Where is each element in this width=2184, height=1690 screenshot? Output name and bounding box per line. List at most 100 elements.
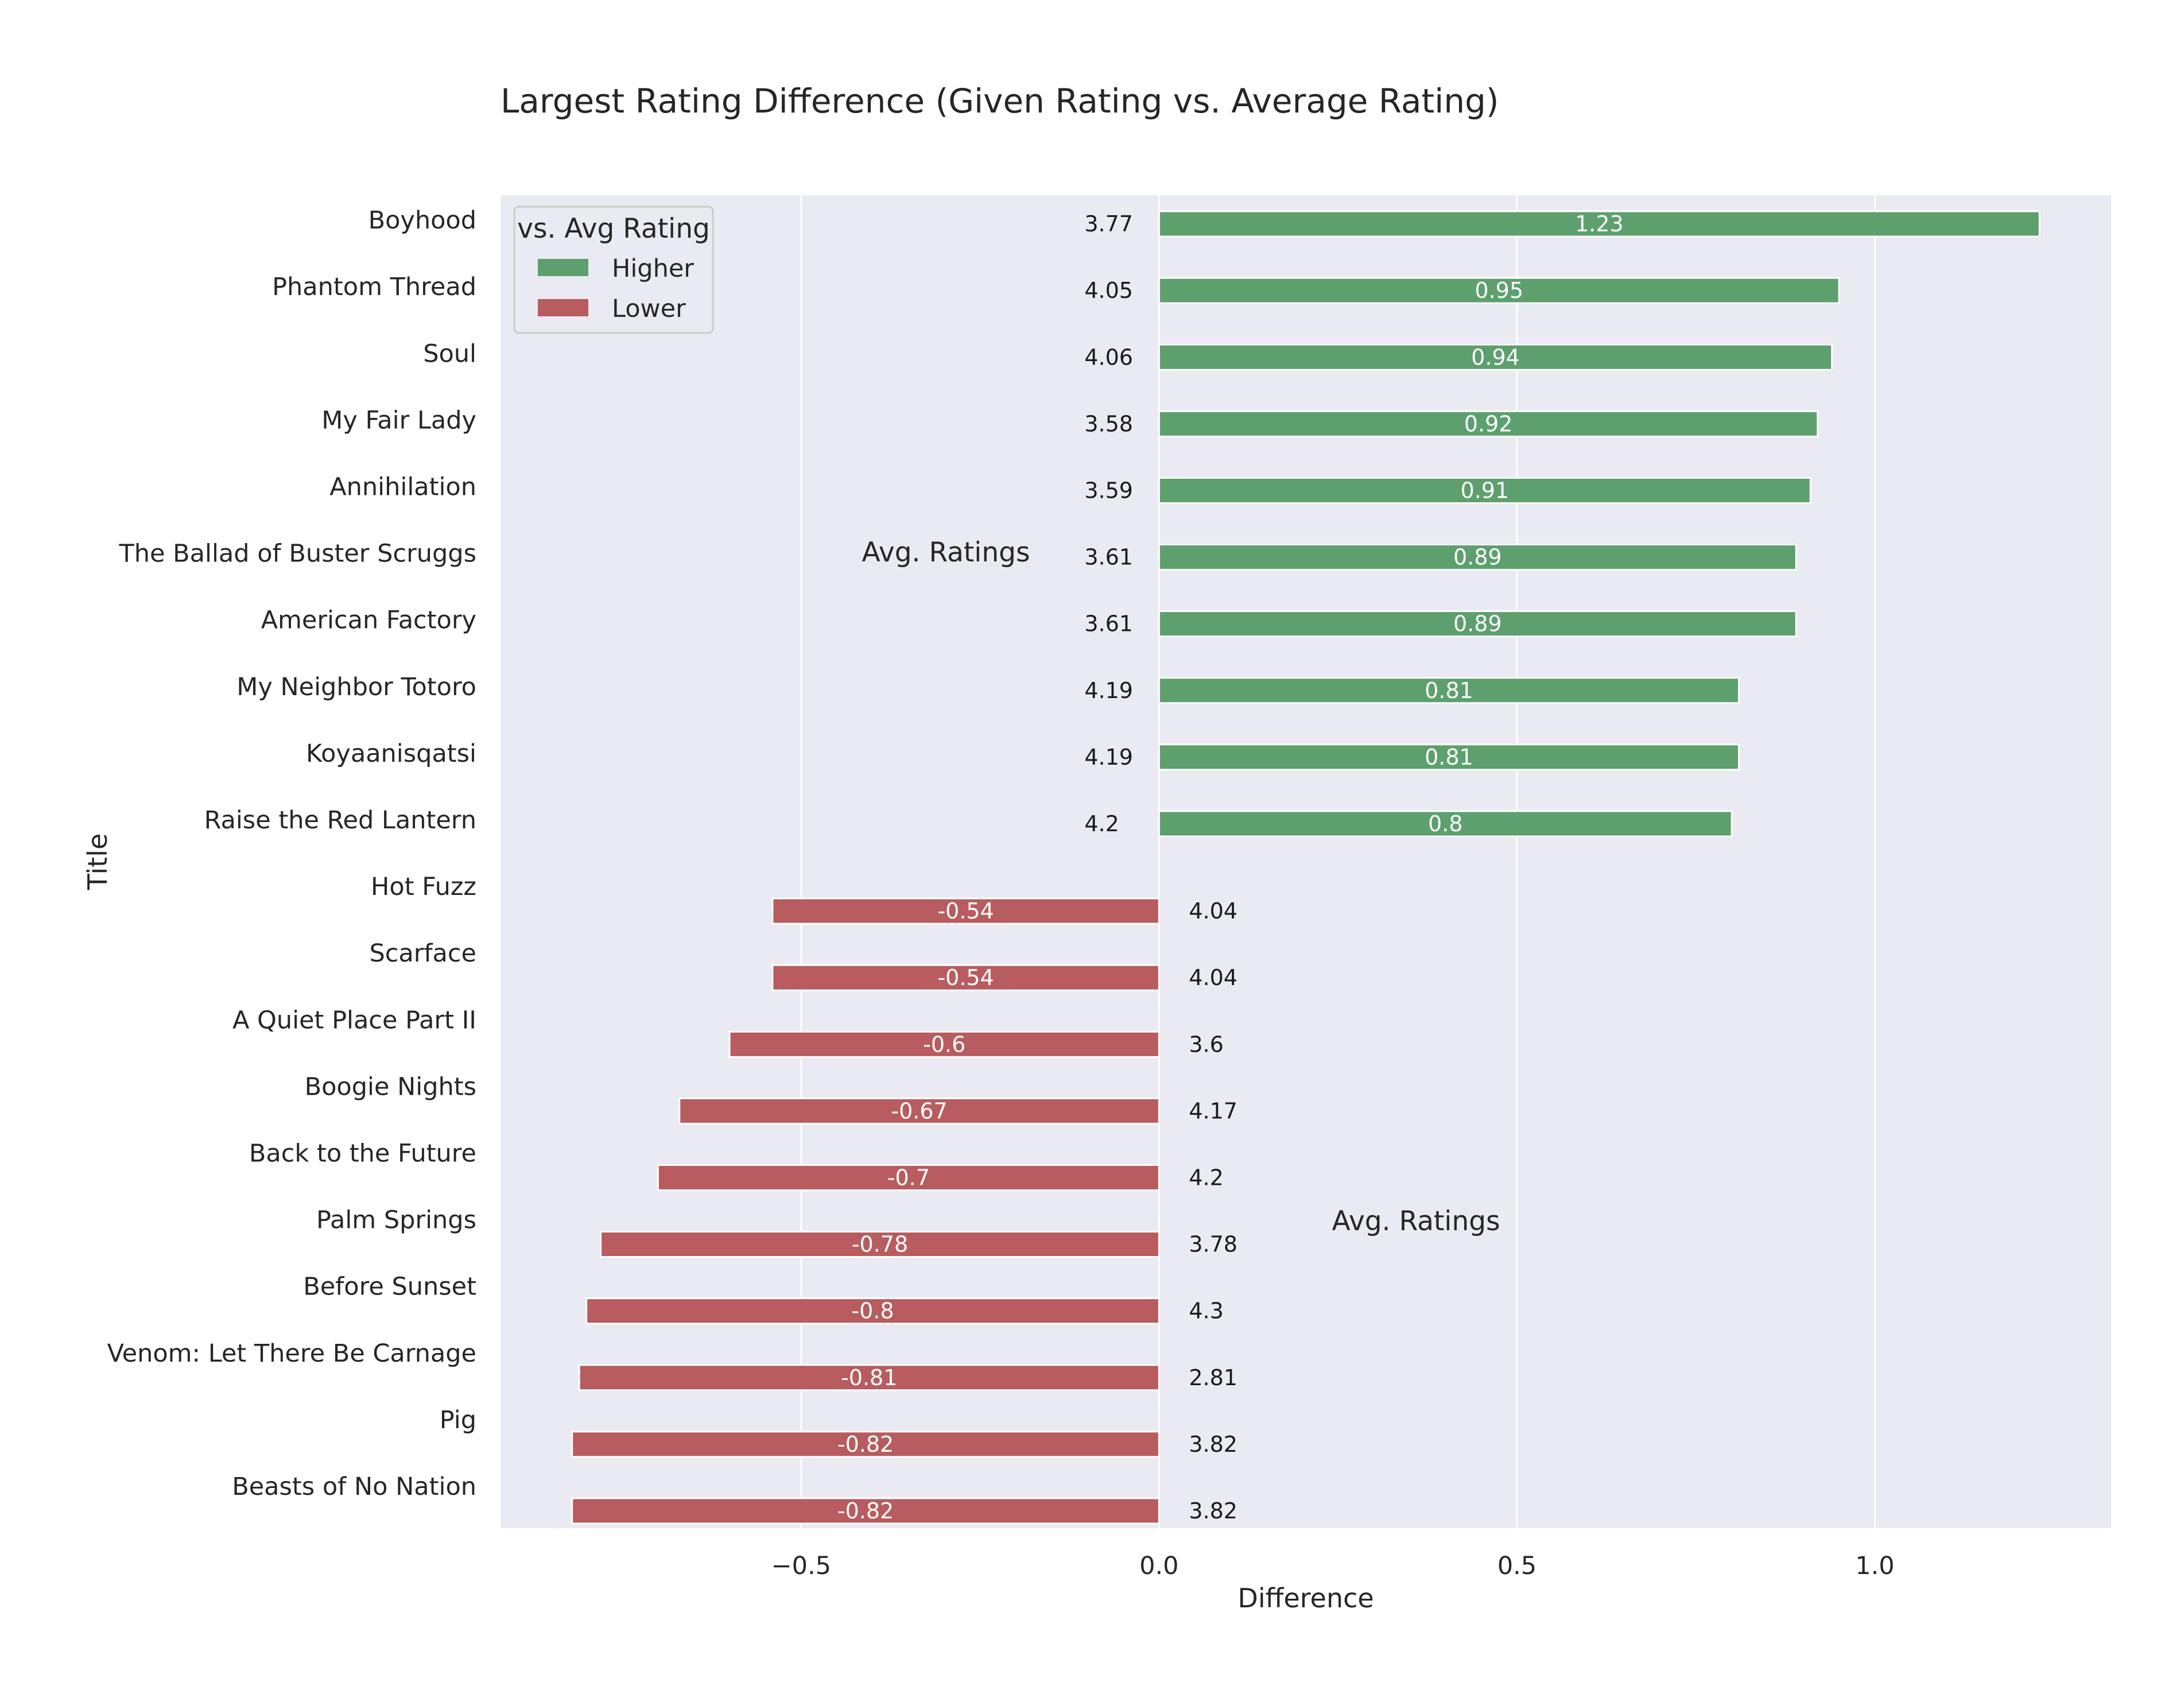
bar-value-label: 0.95 [1475, 278, 1523, 303]
y-tick-label: Pig [440, 1406, 476, 1435]
bar-value-label: -0.81 [841, 1365, 897, 1390]
bar-value-label: 0.89 [1453, 611, 1502, 637]
chart-title: Largest Rating Difference (Given Rating … [501, 82, 1499, 121]
avg-rating-label: 4.06 [1084, 344, 1133, 370]
avg-rating-label: 4.04 [1189, 898, 1238, 924]
bar-higher [1158, 410, 1819, 437]
y-tick-label: Palm Springs [316, 1206, 476, 1235]
bar-value-label: 0.92 [1464, 411, 1513, 436]
bar-lower [657, 1164, 1160, 1191]
avg-rating-label: 3.61 [1084, 611, 1133, 637]
y-tick-label: Raise the Red Lantern [204, 806, 476, 835]
bar-value-label: 0.91 [1460, 478, 1509, 503]
avg-rating-label: 3.82 [1189, 1432, 1238, 1457]
y-tick-label: Scarface [369, 939, 476, 968]
avg-rating-label: 4.3 [1189, 1298, 1223, 1324]
bar-value-label: 0.8 [1428, 811, 1463, 836]
y-tick-label: Koyaanisqatsi [306, 739, 476, 768]
x-tick-label: 1.0 [1855, 1552, 1894, 1580]
avg-rating-label: 4.04 [1189, 965, 1238, 990]
x-tick-label: −0.5 [771, 1552, 831, 1580]
y-tick-labels: Boyhood Phantom Thread Soul My Fair Lady Ann… [107, 206, 476, 1501]
legend-label-lower: Lower [612, 294, 686, 323]
legend: vs. Avg Rating Higher Lower [513, 206, 714, 334]
bar-value-label: -0.78 [852, 1232, 908, 1257]
bar-value-label: -0.8 [851, 1298, 894, 1324]
avg-rating-label: 4.2 [1189, 1165, 1223, 1190]
avg-rating-label: 4.17 [1189, 1098, 1238, 1123]
y-tick-label: Beasts of No Nation [232, 1472, 476, 1501]
bar-value-label: -0.82 [837, 1498, 894, 1524]
bar-value-label: -0.67 [891, 1098, 947, 1123]
bar-lower [771, 897, 1160, 925]
legend-swatch-lower [538, 299, 588, 316]
bar-lower [600, 1231, 1160, 1258]
bar-lower [771, 964, 1160, 991]
labels-layer: 1.23 3.77 0.95 4.05 0.94 4.06 0.92 3.58 0.91 3.59… [837, 211, 1624, 1524]
y-tick-label: The Ballad of Buster Scruggs [119, 540, 477, 568]
bar-value-label: 1.23 [1575, 211, 1624, 237]
avg-rating-label: 3.78 [1189, 1232, 1238, 1257]
bars-layer [571, 210, 2041, 1525]
bar-value-label: 0.94 [1471, 344, 1520, 370]
y-tick-label: Before Sunset [303, 1273, 476, 1301]
avg-rating-label: 4.2 [1084, 811, 1119, 836]
bar-higher [1158, 743, 1740, 771]
legend-label-higher: Higher [612, 254, 694, 283]
bar-higher [1158, 810, 1733, 838]
bar-value-label: -0.7 [887, 1165, 930, 1190]
bar-lower [678, 1097, 1160, 1125]
y-tick-label: My Neighbor Totoro [236, 673, 476, 701]
bar-higher [1158, 476, 1811, 504]
bar-value-label: -0.54 [937, 898, 994, 924]
bar-value-label: 0.81 [1425, 745, 1473, 770]
y-tick-label: Boyhood [368, 206, 476, 235]
avg-rating-label: 3.77 [1084, 211, 1133, 237]
plot-area [501, 195, 2111, 1528]
bar-value-label: 0.81 [1425, 678, 1473, 703]
avg-rating-label: 3.6 [1189, 1032, 1223, 1057]
y-tick-label: Phantom Thread [272, 273, 476, 301]
bar-lower [571, 1431, 1160, 1458]
bar-higher [1158, 210, 2041, 238]
bar-value-label: -0.6 [923, 1032, 965, 1057]
avg-rating-label: 4.05 [1084, 278, 1133, 303]
y-tick-label: Hot Fuzz [371, 873, 476, 901]
y-tick-label: My Fair Lady [321, 406, 476, 435]
avg-rating-label: 4.19 [1084, 745, 1133, 770]
y-axis-label: Title [82, 834, 113, 891]
y-tick-label: Boogie Nights [305, 1072, 476, 1101]
bar-value-label: -0.82 [837, 1432, 894, 1457]
avg-rating-label: 4.19 [1084, 678, 1133, 703]
y-tick-label: A Quiet Place Part II [232, 1006, 476, 1034]
avg-rating-label: 2.81 [1189, 1365, 1238, 1390]
bar-lower [585, 1297, 1160, 1325]
avg-ratings-annotation-higher: Avg. Ratings [862, 537, 1030, 568]
bar-higher [1158, 343, 1833, 371]
y-tick-label: Soul [423, 339, 476, 368]
y-tick-label: Annihilation [329, 472, 476, 501]
bar-higher [1158, 277, 1840, 304]
avg-rating-label: 3.61 [1084, 545, 1133, 570]
avg-rating-label: 3.59 [1084, 478, 1133, 503]
y-tick-label: American Factory [261, 606, 476, 635]
y-tick-label: Back to the Future [249, 1139, 476, 1168]
avg-ratings-annotation-lower: Avg. Ratings [1332, 1206, 1500, 1237]
bar-lower [578, 1364, 1160, 1391]
bar-higher [1158, 544, 1797, 571]
bar-higher [1158, 610, 1797, 638]
avg-rating-label: 3.58 [1084, 411, 1133, 436]
legend-title: vs. Avg Rating [517, 213, 710, 245]
bar-lower [571, 1497, 1160, 1525]
x-axis-label: Difference [1238, 1583, 1374, 1614]
avg-rating-label: 3.82 [1189, 1498, 1238, 1524]
bar-value-label: -0.54 [937, 965, 994, 990]
bar-value-label: 0.89 [1453, 545, 1502, 570]
x-tick-label: 0.5 [1498, 1552, 1537, 1580]
bar-lower [728, 1030, 1160, 1058]
bar-higher [1158, 677, 1740, 704]
y-tick-label: Venom: Let There Be Carnage [107, 1339, 476, 1368]
x-tick-labels: −0.5 0.0 0.5 1.0 [771, 1552, 1895, 1580]
x-tick-label: 0.0 [1139, 1552, 1178, 1580]
